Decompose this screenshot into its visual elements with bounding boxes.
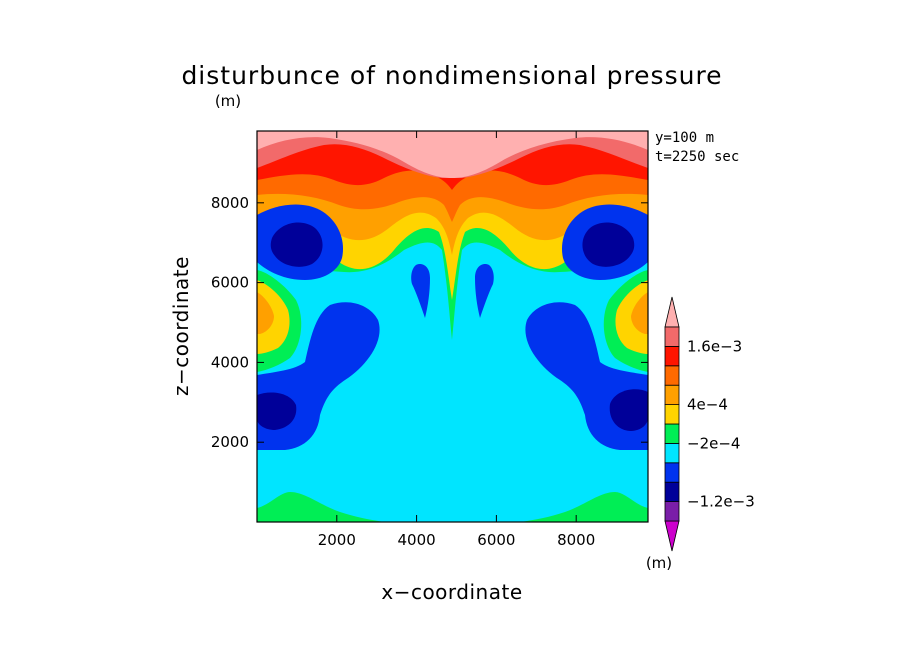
colorbar-swatch <box>664 365 680 386</box>
contour-upper-right-darkblue <box>582 222 635 267</box>
colorbar-unit-label: (m) <box>646 554 672 572</box>
chart-title: disturbunce of nondimensional pressure <box>181 61 722 90</box>
colorbar-swatch <box>664 423 680 444</box>
colorbar-label: 1.6e−3 <box>687 337 742 355</box>
annotation-t: t=2250 sec <box>655 149 739 165</box>
annotation-y: y=100 m <box>655 130 714 146</box>
colorbar-label: −2e−4 <box>687 434 740 452</box>
colorbar-swatch <box>664 501 680 522</box>
contour-center-left-lobe <box>411 264 430 318</box>
x-tick-label: 2000 <box>318 531 356 549</box>
colorbar-swatch <box>664 404 680 425</box>
x-axis-label: x−coordinate <box>381 580 522 604</box>
colorbar-swatch <box>664 462 680 483</box>
contour-center-right-lobe <box>475 264 494 318</box>
contour-left-orange <box>257 292 274 334</box>
x-tick-label: 4000 <box>397 531 435 549</box>
plot-frame <box>256 130 649 523</box>
colorbar-swatch <box>664 384 680 406</box>
x-tick-label: 6000 <box>477 531 515 549</box>
contour-field <box>257 131 648 522</box>
y-tick-label: 4000 <box>211 353 249 371</box>
contour-lower-right-darkblue <box>609 389 648 431</box>
y-tick-label: 6000 <box>211 274 249 292</box>
x-tick-label: 8000 <box>557 531 595 549</box>
colorbar-swatch <box>664 442 680 464</box>
y-tick-label: 8000 <box>211 194 249 212</box>
colorbar-swatch <box>664 481 680 503</box>
colorbar-swatch <box>664 345 680 367</box>
top-unit-label: (m) <box>215 92 241 110</box>
colorbar-bottom-arrow <box>664 520 680 552</box>
x-axis: 2000 4000 6000 8000 <box>318 131 595 549</box>
colorbar: 1.6e−3 4e−4 −2e−4 −1.2e−3 <box>664 296 755 552</box>
contour-upper-left-darkblue <box>270 222 323 267</box>
contour-lower-left-darkblue <box>257 392 297 430</box>
contour-right-orange <box>631 292 648 334</box>
colorbar-swatch <box>664 326 680 347</box>
contour-upper-pink <box>257 131 648 178</box>
y-tick-label: 2000 <box>211 433 249 451</box>
colorbar-top-arrow <box>664 296 680 328</box>
contour-bottom-left <box>257 492 385 522</box>
contour-bottom-right <box>520 492 648 522</box>
y-axis: 2000 4000 6000 8000 <box>211 194 648 451</box>
colorbar-label: 4e−4 <box>687 396 728 414</box>
colorbar-label: −1.2e−3 <box>687 493 755 511</box>
y-axis-label: z−coordinate <box>169 256 193 396</box>
